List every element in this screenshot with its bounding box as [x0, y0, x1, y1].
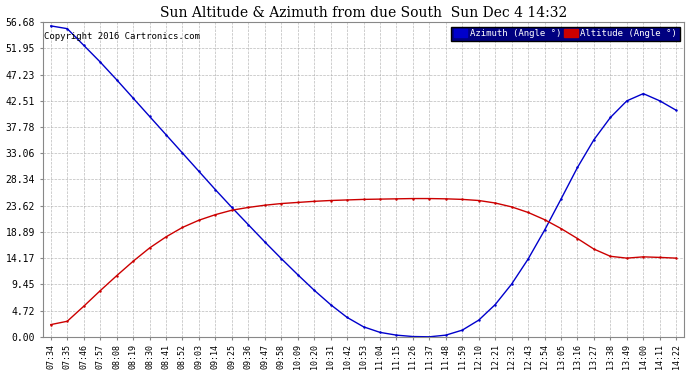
Title: Sun Altitude & Azimuth from due South  Sun Dec 4 14:32: Sun Altitude & Azimuth from due South Su…	[160, 6, 567, 20]
Text: Copyright 2016 Cartronics.com: Copyright 2016 Cartronics.com	[44, 32, 199, 40]
Legend: Azimuth (Angle °), Altitude (Angle °): Azimuth (Angle °), Altitude (Angle °)	[451, 27, 680, 41]
